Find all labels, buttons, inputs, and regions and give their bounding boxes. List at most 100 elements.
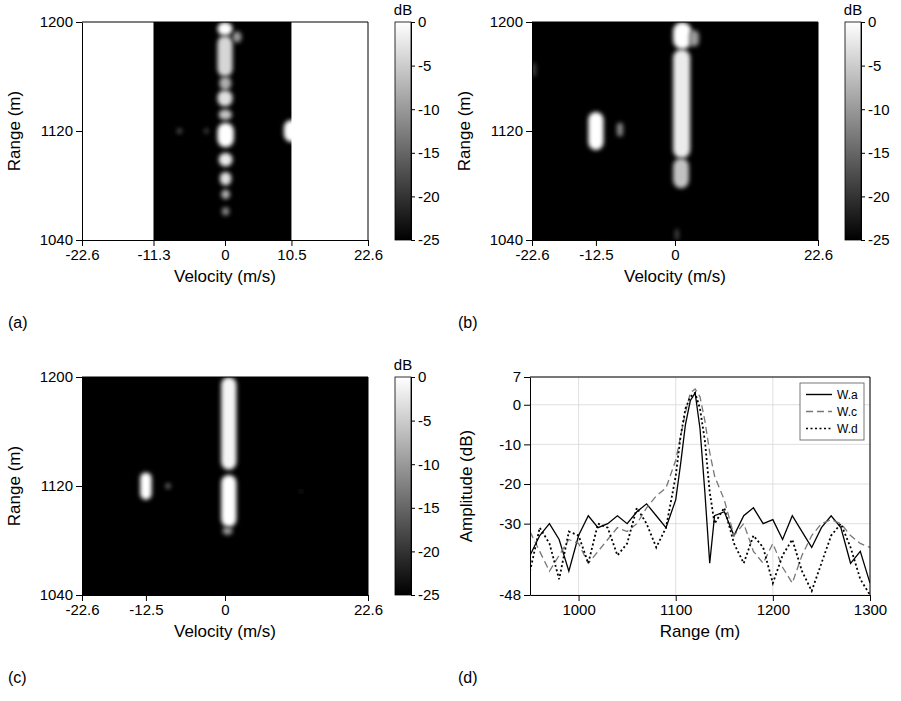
tick-mark	[526, 22, 532, 23]
cell	[284, 120, 299, 142]
tick: 1120	[491, 122, 532, 139]
tick-label: 1200	[40, 368, 73, 385]
axis: 0-5-10-15-20-25	[861, 13, 890, 248]
tick: 1300	[854, 595, 887, 618]
tick-label: 0	[418, 368, 426, 385]
grid-line	[530, 484, 870, 485]
tick-label: -30	[499, 515, 521, 532]
axis-line	[532, 23, 533, 241]
axis: -22.6-12.5022.6	[515, 240, 833, 263]
axis-line	[530, 378, 531, 596]
tick-label: 0	[868, 13, 876, 30]
tick-label: -20	[418, 543, 440, 560]
legend-label: W.a	[837, 388, 858, 402]
tick-mark	[411, 595, 415, 596]
tick-label: 1120	[491, 122, 523, 139]
frame	[82, 22, 368, 23]
tick-label: 1300	[854, 601, 887, 618]
plot-background	[532, 22, 818, 240]
panel-label: (c)	[8, 669, 27, 686]
frame	[82, 377, 368, 378]
cell	[140, 472, 151, 499]
tick: -25	[411, 231, 440, 248]
tick-label: 0	[671, 246, 679, 263]
tick-label: 0	[221, 246, 229, 263]
cell	[219, 109, 232, 120]
y-axis-title: Range (m)	[5, 446, 24, 526]
frame	[870, 377, 871, 595]
tick-mark	[861, 66, 865, 67]
tick-label: -12.5	[129, 601, 163, 618]
tick-mark	[411, 196, 415, 197]
tick-label: -15	[418, 144, 440, 161]
tick-label: -15	[418, 499, 440, 516]
legend-swatch	[806, 428, 832, 429]
cell	[221, 190, 230, 200]
tick-mark	[861, 153, 865, 154]
tick-label: -20	[868, 188, 890, 205]
tick: -15	[411, 499, 440, 516]
tick: -25	[411, 586, 440, 603]
tick: 1120	[41, 122, 82, 139]
tick: -20	[411, 188, 440, 205]
tick-label: 1120	[41, 477, 73, 494]
tick-mark	[524, 444, 530, 445]
grid	[530, 377, 870, 595]
tick-mark	[861, 240, 865, 241]
legend-item: W.d	[806, 422, 858, 436]
cell	[166, 483, 171, 488]
x-axis-title: Velocity (m/s)	[624, 267, 726, 286]
tick-label: -10	[499, 436, 521, 453]
legend: W.a W.c W.d	[800, 383, 864, 440]
tick: 0	[411, 368, 426, 385]
cell	[82, 377, 368, 595]
tick-mark	[76, 240, 82, 241]
tick-label: -12.5	[579, 246, 613, 263]
tick-mark	[411, 551, 415, 552]
colorbar-title: dB	[844, 1, 862, 18]
x-axis-title: Velocity (m/s)	[174, 267, 276, 286]
grid-line	[578, 377, 579, 595]
axis-line	[412, 378, 416, 596]
axis: 70-10-20-30-48	[499, 368, 530, 603]
axis: -22.6-11.3010.522.6	[65, 240, 383, 263]
tick-label: -20	[418, 188, 440, 205]
tick: -25	[861, 231, 890, 248]
tick-mark	[411, 240, 415, 241]
frame	[530, 377, 870, 378]
axis: 104011201200	[490, 13, 533, 248]
axis-line	[82, 378, 83, 596]
cell	[300, 489, 303, 494]
frame	[532, 22, 818, 23]
tick-label: 0	[418, 13, 426, 30]
tick-mark	[526, 240, 532, 241]
tick-label: -15	[868, 144, 890, 161]
legend-item: W.c	[806, 405, 857, 419]
tick-label: -5	[868, 57, 881, 74]
tick: -15	[411, 144, 440, 161]
tick-mark	[861, 196, 865, 197]
tick-label: -25	[868, 231, 890, 248]
tick-mark	[411, 22, 415, 23]
tick: 1040	[490, 231, 532, 248]
grid-line	[530, 523, 870, 524]
panel: -22.6-11.3010.522.6104011201200Velocity …	[5, 1, 440, 331]
grid-line	[530, 444, 870, 445]
tick-label: 1000	[562, 601, 595, 618]
tick: -12.5	[129, 595, 163, 618]
tick-label: 22.6	[354, 246, 383, 263]
tick: 0	[221, 595, 229, 618]
tick-mark	[411, 153, 415, 154]
cell	[233, 32, 242, 43]
tick: 1100	[660, 595, 692, 618]
cells	[154, 22, 300, 240]
tick: 1000	[562, 595, 595, 618]
plot-background	[82, 377, 368, 595]
tick-mark	[526, 131, 532, 132]
panel: -22.6-12.5022.6104011201200Velocity (m/s…	[5, 356, 440, 686]
frame	[368, 22, 369, 240]
tick-mark	[524, 595, 530, 596]
panel-label: (b)	[458, 314, 478, 331]
tick-label: 0	[513, 396, 521, 413]
tick: 22.6	[354, 240, 383, 263]
